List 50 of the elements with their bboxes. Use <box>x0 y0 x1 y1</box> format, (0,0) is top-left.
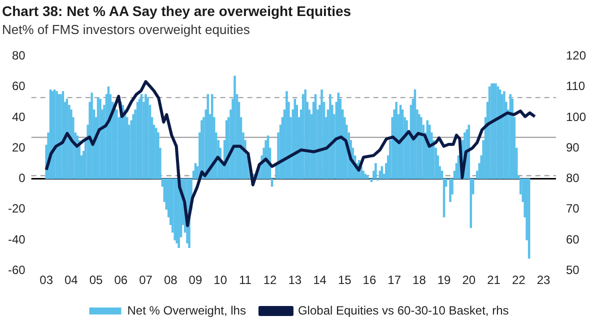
bar <box>155 128 158 180</box>
x-tick-label: 03 <box>40 273 54 288</box>
x-tick-label: 18 <box>412 273 426 288</box>
y-tick-label: 60 <box>12 79 26 94</box>
x-tick-label: 17 <box>388 273 402 288</box>
y2-tick-label: 70 <box>566 202 580 216</box>
bar <box>449 178 452 202</box>
x-tick-label: 13 <box>288 273 302 288</box>
x-tick-label: 23 <box>536 273 550 288</box>
chart-title: Chart 38: Net % AA Say they are overweight Equities <box>2 3 352 20</box>
x-tick-label: 21 <box>487 273 501 288</box>
y2-tick-label: 80 <box>566 171 580 186</box>
bar <box>157 132 160 180</box>
x-tick-label: 22 <box>512 273 526 288</box>
y-tick-label: -40 <box>8 232 26 246</box>
y2-tick-label: 110 <box>566 79 586 94</box>
y2-tick-label: 100 <box>566 110 586 124</box>
legend-label: Net % Overweight, lhs <box>127 303 246 318</box>
y2-tick-label: 120 <box>566 48 586 63</box>
x-tick-label: 04 <box>64 273 78 288</box>
x-tick-label: 07 <box>139 273 153 288</box>
y-tick-label: 0 <box>18 171 26 186</box>
y2-tick-label: 50 <box>566 262 580 277</box>
bar <box>364 174 366 180</box>
x-tick-label: 16 <box>362 273 376 288</box>
x-tick-label: 08 <box>164 273 178 288</box>
y-tick-label: 80 <box>12 48 26 63</box>
y2-tick-label: 60 <box>566 232 580 246</box>
bar <box>234 76 236 180</box>
legend-label: Global Equities vs 60-30-10 Basket, rhs <box>298 303 509 318</box>
bar <box>320 90 323 180</box>
x-tick-label: 06 <box>114 273 128 288</box>
x-tick-label: 05 <box>89 273 104 288</box>
x-tick-label: 11 <box>238 273 252 288</box>
x-tick-label: 15 <box>338 273 352 288</box>
y-tick-label: -20 <box>8 202 26 216</box>
x-tick-label: 20 <box>462 273 476 288</box>
x-tick-label: 14 <box>313 273 327 288</box>
bar <box>90 92 93 180</box>
y-tick-label: -60 <box>8 262 26 277</box>
x-tick-label: 19 <box>437 273 452 288</box>
y2-tick-label: 90 <box>566 140 580 154</box>
bar <box>374 163 377 180</box>
chart-subtitle: Net% of FMS investors overweight equities <box>2 22 251 39</box>
x-tick-label: 10 <box>214 273 228 288</box>
bar <box>395 102 398 180</box>
y-tick-label: 20 <box>12 140 26 154</box>
y-tick-label: 40 <box>12 110 26 124</box>
x-tick-label: 09 <box>188 273 202 288</box>
x-tick-label: 12 <box>263 273 278 288</box>
